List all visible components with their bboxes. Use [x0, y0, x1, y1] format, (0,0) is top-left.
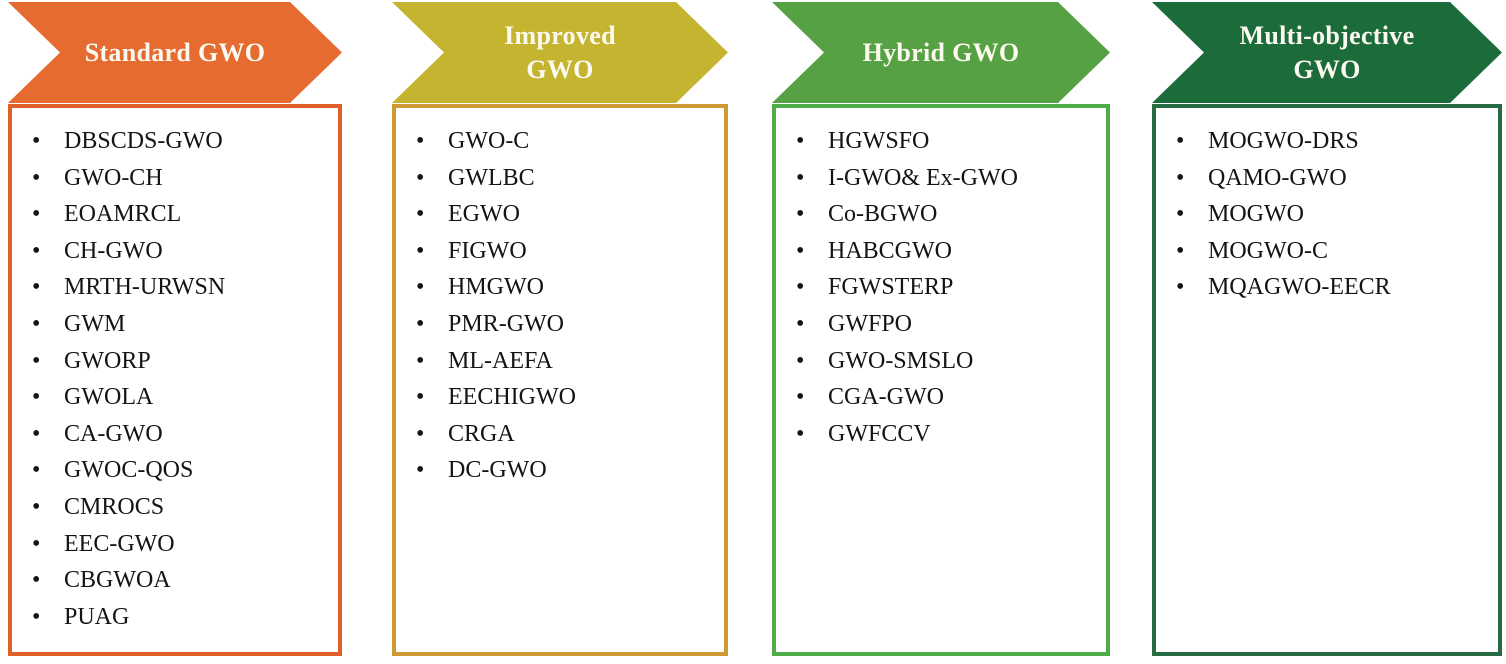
- category-title: Hybrid GWO: [862, 37, 1020, 67]
- algorithm-item: GWO-CH: [30, 160, 334, 197]
- chevron-banner-standard: Standard GWO: [8, 2, 342, 103]
- algorithm-item: MOGWO-C: [1174, 233, 1494, 270]
- algorithm-item: MOGWO-DRS: [1174, 123, 1494, 160]
- algorithm-item: HMGWO: [414, 269, 720, 306]
- algorithm-item: HGWSFO: [794, 123, 1102, 160]
- algorithm-item: GWOC-QOS: [30, 452, 334, 489]
- category-title: Improved GWO: [504, 20, 616, 84]
- category-title: Multi-objective GWO: [1239, 20, 1415, 84]
- column-hybrid-gwo: Hybrid GWO HGWSFO I-GWO& Ex-GWO Co-BGWO …: [772, 0, 1110, 664]
- column-standard-gwo: Standard GWO DBSCDS-GWO GWO-CH EOAMRCL C…: [8, 0, 342, 664]
- algorithm-item: GWOLA: [30, 379, 334, 416]
- algorithm-item: CGA-GWO: [794, 379, 1102, 416]
- algorithm-item: DC-GWO: [414, 452, 720, 489]
- algorithm-item: HABCGWO: [794, 233, 1102, 270]
- algorithm-item: GWFCCV: [794, 416, 1102, 453]
- algorithm-item: CH-GWO: [30, 233, 334, 270]
- algorithm-item: MRTH-URWSN: [30, 269, 334, 306]
- chevron-banner-improved: Improved GWO: [392, 2, 728, 103]
- algorithm-item: CA-GWO: [30, 416, 334, 453]
- algorithm-item: I-GWO& Ex-GWO: [794, 160, 1102, 197]
- algorithm-item: DBSCDS-GWO: [30, 123, 334, 160]
- category-title: Standard GWO: [84, 37, 266, 67]
- algorithm-item: QAMO-GWO: [1174, 160, 1494, 197]
- algorithm-item: MOGWO: [1174, 196, 1494, 233]
- algorithm-list: GWO-C GWLBC EGWO FIGWO HMGWO PMR-GWO ML-…: [396, 108, 724, 489]
- algorithm-item: GWLBC: [414, 160, 720, 197]
- algorithm-item: EECHIGWO: [414, 379, 720, 416]
- algorithm-item: GWO-SMSLO: [794, 343, 1102, 380]
- algorithm-item: MQAGWO-EECR: [1174, 269, 1494, 306]
- algorithm-list-box: GWO-C GWLBC EGWO FIGWO HMGWO PMR-GWO ML-…: [392, 104, 728, 656]
- column-improved-gwo: Improved GWO GWO-C GWLBC EGWO FIGWO HMGW…: [392, 0, 728, 664]
- algorithm-list: DBSCDS-GWO GWO-CH EOAMRCL CH-GWO MRTH-UR…: [12, 108, 338, 635]
- algorithm-list-box: HGWSFO I-GWO& Ex-GWO Co-BGWO HABCGWO FGW…: [772, 104, 1110, 656]
- chevron-banner-multi-objective: Multi-objective GWO: [1152, 2, 1502, 103]
- algorithm-item: EGWO: [414, 196, 720, 233]
- algorithm-list-box: DBSCDS-GWO GWO-CH EOAMRCL CH-GWO MRTH-UR…: [8, 104, 342, 656]
- algorithm-list: HGWSFO I-GWO& Ex-GWO Co-BGWO HABCGWO FGW…: [776, 108, 1106, 452]
- algorithm-item: FGWSTERP: [794, 269, 1102, 306]
- algorithm-list-box: MOGWO-DRS QAMO-GWO MOGWO MOGWO-C MQAGWO-…: [1152, 104, 1502, 656]
- algorithm-item: CRGA: [414, 416, 720, 453]
- algorithm-item: EEC-GWO: [30, 526, 334, 563]
- algorithm-list: MOGWO-DRS QAMO-GWO MOGWO MOGWO-C MQAGWO-…: [1156, 108, 1498, 306]
- algorithm-item: GWO-C: [414, 123, 720, 160]
- algorithm-item: PUAG: [30, 599, 334, 636]
- chevron-banner-hybrid: Hybrid GWO: [772, 2, 1110, 103]
- algorithm-item: GWFPO: [794, 306, 1102, 343]
- algorithm-item: Co-BGWO: [794, 196, 1102, 233]
- algorithm-item: CMROCS: [30, 489, 334, 526]
- algorithm-item: GWM: [30, 306, 334, 343]
- algorithm-item: GWORP: [30, 343, 334, 380]
- algorithm-item: CBGWOA: [30, 562, 334, 599]
- algorithm-item: FIGWO: [414, 233, 720, 270]
- algorithm-item: ML-AEFA: [414, 343, 720, 380]
- algorithm-item: EOAMRCL: [30, 196, 334, 233]
- algorithm-item: PMR-GWO: [414, 306, 720, 343]
- column-multi-objective-gwo: Multi-objective GWO MOGWO-DRS QAMO-GWO M…: [1152, 0, 1502, 664]
